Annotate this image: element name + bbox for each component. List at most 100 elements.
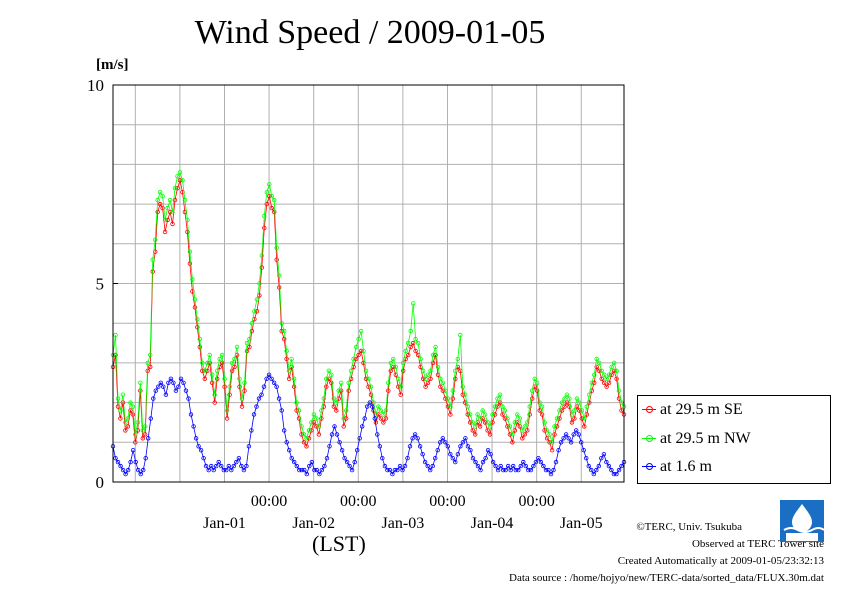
- data-point: [443, 440, 448, 445]
- data-point: [120, 400, 126, 405]
- data-point: [358, 348, 364, 354]
- series-layer: [110, 170, 627, 477]
- data-point: [385, 467, 390, 473]
- data-point: [609, 372, 614, 377]
- data-point: [507, 432, 513, 437]
- data-point: [567, 404, 572, 409]
- data-point: [242, 388, 247, 393]
- data-point: [201, 456, 206, 461]
- data-point: [135, 467, 141, 473]
- data-point: [113, 332, 118, 338]
- data-point: [324, 456, 330, 461]
- data-point: [594, 364, 599, 370]
- data-point: [549, 440, 555, 445]
- data-point: [341, 416, 346, 421]
- data-point: [261, 384, 267, 389]
- data-point: [125, 467, 131, 473]
- data-point: [574, 396, 580, 401]
- data-point: [477, 416, 483, 421]
- data-point: [236, 456, 242, 461]
- data-point: [542, 420, 547, 425]
- data-point: [485, 420, 490, 425]
- data-point: [366, 376, 371, 381]
- data-point: [319, 408, 324, 413]
- data-point: [157, 189, 163, 195]
- data-point: [355, 448, 360, 453]
- data-point: [543, 467, 549, 473]
- data-point: [244, 340, 250, 346]
- data-point: [420, 368, 426, 373]
- data-point: [406, 352, 411, 358]
- data-point: [602, 372, 607, 377]
- data-point: [614, 376, 619, 381]
- data-point: [546, 467, 551, 473]
- data-point: [510, 432, 515, 437]
- data-point: [226, 463, 231, 469]
- data-point: [406, 340, 411, 346]
- data-point: [148, 416, 153, 421]
- data-point: [358, 328, 364, 334]
- legend-marker-low: [646, 463, 653, 470]
- data-point: [475, 412, 480, 417]
- data-point: [123, 428, 128, 433]
- data-point: [500, 412, 505, 417]
- data-point: [254, 404, 259, 409]
- data-point: [531, 463, 536, 469]
- legend-label-low: at 1.6 m: [660, 458, 712, 475]
- y-tick-label: 5: [96, 275, 105, 294]
- data-point: [544, 428, 550, 433]
- x-time-tick-label: 00:00: [518, 493, 554, 510]
- data-point: [609, 467, 614, 473]
- data-point: [162, 229, 168, 235]
- data-point: [356, 336, 361, 342]
- data-point: [242, 380, 247, 385]
- data-point: [181, 380, 186, 385]
- data-point: [312, 467, 317, 473]
- data-point: [604, 384, 609, 389]
- data-point: [167, 209, 173, 215]
- data-point: [526, 467, 531, 473]
- data-point: [523, 463, 528, 469]
- data-point: [413, 336, 418, 342]
- data-point: [304, 444, 309, 449]
- data-point: [195, 325, 200, 330]
- data-point: [138, 471, 143, 477]
- data-point: [190, 277, 195, 282]
- data-point: [175, 174, 180, 179]
- data-point: [251, 412, 257, 417]
- data-point: [527, 404, 532, 409]
- data-point: [492, 404, 498, 409]
- data-point: [377, 444, 382, 449]
- data-point: [176, 384, 181, 389]
- data-point: [562, 396, 567, 401]
- data-point: [224, 416, 230, 421]
- data-point: [254, 309, 260, 314]
- data-point: [438, 440, 443, 445]
- data-point: [487, 424, 493, 429]
- data-point: [597, 360, 602, 366]
- data-point: [470, 456, 476, 461]
- data-point: [297, 467, 302, 473]
- chart-title: Wind Speed / 2009-01-05: [194, 14, 546, 51]
- data-point: [586, 463, 591, 469]
- data-point: [525, 420, 530, 425]
- data-point: [294, 408, 299, 413]
- data-point: [448, 452, 453, 457]
- data-point: [269, 376, 274, 381]
- data-point: [458, 332, 463, 338]
- data-point: [562, 404, 567, 409]
- data-point: [473, 432, 478, 437]
- data-point: [346, 380, 351, 385]
- data-point: [478, 467, 483, 473]
- data-point: [554, 416, 560, 421]
- data-point: [274, 257, 279, 262]
- data-point: [425, 463, 430, 469]
- data-point: [205, 360, 210, 366]
- data-point: [198, 448, 204, 453]
- data-point: [351, 356, 356, 362]
- data-point: [162, 217, 168, 223]
- data-point: [143, 456, 148, 461]
- data-point: [398, 384, 403, 389]
- data-point: [170, 209, 175, 215]
